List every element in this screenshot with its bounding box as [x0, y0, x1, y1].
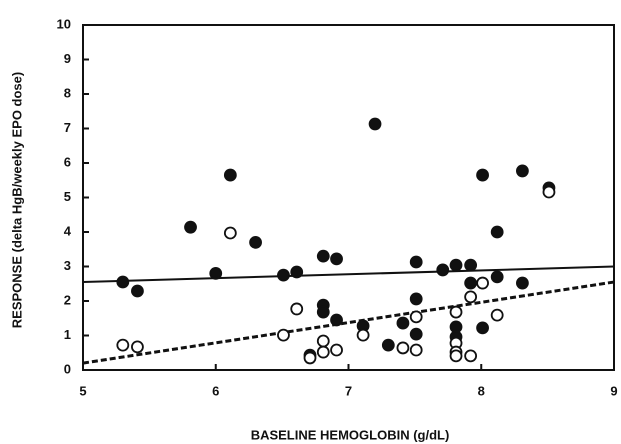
y-tick-label: 7: [64, 120, 71, 135]
point: [316, 305, 330, 319]
point: [223, 226, 237, 240]
y-tick-label: 8: [64, 85, 71, 100]
x-tick-label: 7: [345, 383, 352, 398]
point: [490, 308, 504, 322]
point: [184, 220, 197, 234]
point: [490, 225, 504, 239]
point: [476, 168, 489, 182]
point: [131, 340, 144, 354]
y-tick-label: 6: [64, 154, 71, 169]
point: [409, 327, 423, 341]
fit-line: [82, 280, 615, 365]
point: [449, 349, 463, 363]
point: [316, 249, 330, 263]
point: [116, 275, 130, 289]
x-tick-label: 6: [212, 383, 219, 398]
point: [516, 276, 529, 290]
point: [436, 263, 450, 277]
point: [409, 310, 423, 324]
point: [464, 258, 478, 272]
point: [249, 235, 262, 249]
y-tick-label: 10: [57, 16, 71, 31]
y-tick-label: 3: [64, 258, 71, 273]
point: [316, 345, 330, 359]
point: [277, 328, 290, 342]
y-tick-label: 2: [64, 292, 71, 307]
y-tick-label: 5: [64, 189, 71, 204]
point: [330, 252, 343, 266]
y-tick-label: 1: [64, 327, 71, 342]
point: [277, 268, 290, 282]
x-axis-title: BASELINE HEMOGLOBIN (g/dL): [251, 427, 450, 442]
point: [381, 338, 395, 352]
point: [490, 270, 504, 284]
x-tick-label: 5: [79, 383, 86, 398]
point: [131, 284, 144, 298]
point: [409, 343, 423, 357]
point: [290, 302, 304, 316]
point: [476, 321, 489, 335]
point: [330, 313, 343, 327]
point: [209, 266, 223, 280]
point: [290, 265, 304, 279]
x-tick-label: 8: [478, 383, 485, 398]
point: [409, 255, 423, 269]
point: [316, 334, 330, 348]
y-axis-title: RESPONSE (delta HgB/weekly EPO dose): [9, 72, 24, 328]
point: [303, 351, 317, 365]
point: [396, 316, 410, 330]
point: [449, 305, 463, 319]
point: [449, 258, 463, 272]
x-tick-label: 9: [610, 383, 617, 398]
y-tick-label: 0: [64, 361, 71, 376]
point: [223, 168, 237, 182]
point: [464, 290, 478, 304]
point: [368, 117, 382, 131]
point: [356, 328, 370, 342]
point: [516, 164, 529, 178]
point: [330, 343, 343, 357]
plot-frame: [82, 24, 615, 371]
point: [476, 276, 489, 290]
point: [396, 341, 410, 355]
point: [464, 349, 478, 363]
point: [464, 276, 478, 290]
fit-line: [82, 265, 615, 284]
point: [116, 338, 130, 352]
point: [409, 292, 423, 306]
y-tick-label: 9: [64, 51, 71, 66]
point: [542, 185, 556, 199]
y-tick-label: 4: [64, 223, 72, 238]
